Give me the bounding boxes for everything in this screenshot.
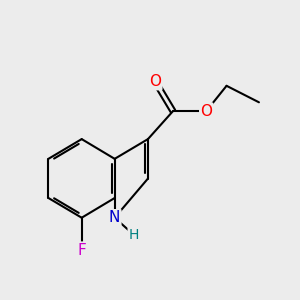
Text: F: F [77,243,86,258]
Text: O: O [200,103,212,118]
Text: H: H [129,228,139,242]
Text: O: O [149,74,161,89]
Text: N: N [109,210,120,225]
